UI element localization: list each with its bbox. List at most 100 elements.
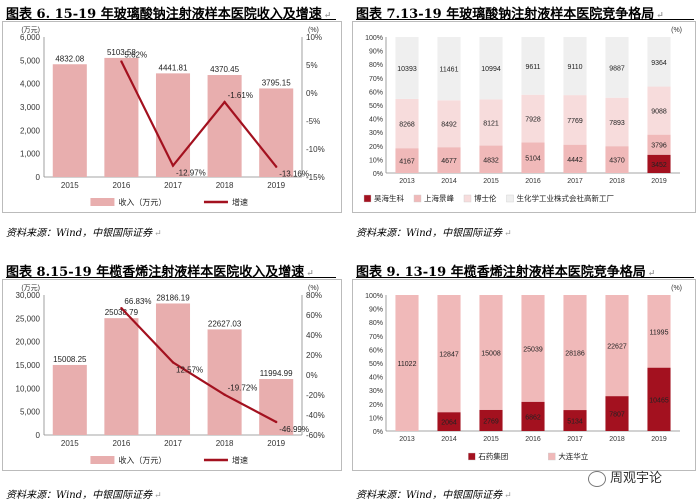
y-tick: 50% [369, 103, 383, 110]
x-tick-label: 2018 [609, 436, 625, 443]
segment-label: 7769 [567, 118, 583, 125]
legend-swatch [463, 194, 472, 203]
segment-label: 2064 [441, 420, 457, 427]
legend-swatch [413, 194, 422, 203]
growth-line [120, 61, 278, 168]
segment-label: 4370 [609, 158, 625, 165]
competition-chart-1: (%) 0% 10% 20% 30% 40% 50% 60% 70% 80% 90% 100% 4167… [352, 21, 696, 213]
y-tick: 20% [369, 144, 383, 151]
legend-swatch-bar [90, 198, 115, 206]
y-right-unit: (%) [308, 285, 319, 292]
segment-label: 2769 [483, 418, 499, 425]
growth-point [171, 361, 175, 364]
y-left-tick: 10,000 [16, 384, 41, 393]
legend-label: 昊海生科 [374, 193, 404, 203]
segment-label: 8121 [483, 120, 499, 127]
revenue-growth-chart-2: (万元) (%) 0 5,000 10,000 15,000 20,000 25,000 30,… [2, 279, 342, 471]
stack-segment [647, 154, 671, 173]
growth-point [223, 100, 226, 104]
stack-segment [563, 410, 587, 431]
segment-label: 4677 [441, 158, 457, 165]
segment-label: 4167 [399, 159, 415, 166]
segment-label: 7807 [609, 412, 625, 419]
chart-frame [352, 279, 696, 471]
y-tick: 100% [365, 293, 383, 300]
growth-point [223, 393, 226, 396]
stack-segment [521, 401, 545, 431]
segment-label: 9110 [567, 64, 582, 71]
stack-segment [479, 295, 503, 410]
segment-label: 5134 [567, 419, 583, 426]
stack-segment [605, 396, 629, 431]
segment-label: 7928 [525, 117, 541, 124]
y-tick: 60% [369, 347, 383, 354]
growth-label: 66.83% [124, 297, 151, 306]
growth-line [120, 307, 277, 423]
legend-swatch [506, 194, 514, 203]
segment-label: 9887 [609, 65, 625, 72]
y-right-tick: 10% [306, 33, 322, 42]
segment-label: 11022 [398, 361, 417, 368]
y-tick: 10% [369, 157, 383, 164]
bar-value-label: 4441.81 [159, 63, 188, 72]
y-tick: 20% [369, 402, 383, 409]
x-tick-label: 2013 [399, 178, 415, 185]
x-tick-label: 2018 [216, 439, 234, 448]
legend-label: 收入（万元） [118, 197, 166, 207]
panel-title: 图表 6. 15-19 年玻璃酸钠注射液样本医院收入及增速 ↵ [6, 7, 332, 22]
legend-label: 增速 [232, 197, 248, 207]
segment-label: 8492 [441, 122, 457, 129]
x-tick-label: 2015 [483, 178, 499, 185]
y-tick: 30% [369, 388, 383, 395]
bar [52, 64, 87, 177]
y-tick: 0% [373, 171, 383, 178]
chart-frame [2, 21, 342, 213]
y-left-tick: 4,000 [20, 80, 41, 89]
growth-label: -12.97% [176, 169, 206, 178]
stack-segment [563, 37, 587, 96]
legend-swatch-bar [90, 456, 115, 464]
stack-segment [521, 37, 545, 95]
bar [207, 75, 242, 177]
bar [52, 364, 87, 435]
legend-swatch [468, 452, 476, 461]
segment-label: 10393 [397, 66, 417, 73]
legend-label: 生化学工业株式会社高新工厂 [517, 193, 615, 203]
segment-label: 4442 [567, 157, 583, 164]
y-tick: 70% [369, 76, 383, 83]
growth-point [120, 306, 123, 310]
y-tick: 30% [369, 130, 383, 137]
y-tick: 70% [369, 334, 383, 341]
x-tick-label: 2019 [267, 439, 285, 448]
legend-label: 增速 [232, 455, 248, 465]
stack-segment [521, 94, 545, 143]
x-tick-label: 2015 [61, 439, 79, 448]
y-left-tick: 30,000 [16, 291, 41, 300]
x-tick-label: 2019 [651, 178, 667, 185]
y-left-tick: 1,000 [20, 150, 41, 159]
bar-value-label: 28186.19 [156, 293, 190, 302]
stack-segment [647, 37, 671, 87]
x-tick-label: 2017 [164, 181, 182, 190]
source-note: 资料来源：Wind，中银国际证券 ↵ [6, 228, 162, 239]
y-right-unit: (%) [308, 27, 319, 34]
legend-swatch [548, 452, 556, 461]
bar-value-label: 3795.15 [262, 78, 291, 87]
x-tick-label: 2016 [525, 436, 541, 443]
y-tick: 0% [373, 429, 383, 436]
growth-label: -1.61% [228, 91, 253, 100]
stack-segment [563, 295, 587, 411]
segment-label: 9088 [651, 109, 667, 116]
y-left-unit: (万元) [21, 284, 40, 292]
y-left-tick: 5,000 [20, 408, 41, 417]
stack-segment [605, 146, 629, 173]
legend-label: 大连华立 [558, 451, 588, 461]
stack-segment [605, 295, 629, 397]
y-left-tick: 25,000 [16, 314, 41, 323]
stack-segment [479, 37, 503, 100]
y-tick: 10% [369, 415, 383, 422]
y-right-tick: 60% [306, 311, 322, 320]
y-left-unit: (万元) [21, 26, 40, 34]
bar [207, 329, 242, 435]
bar [104, 57, 139, 177]
